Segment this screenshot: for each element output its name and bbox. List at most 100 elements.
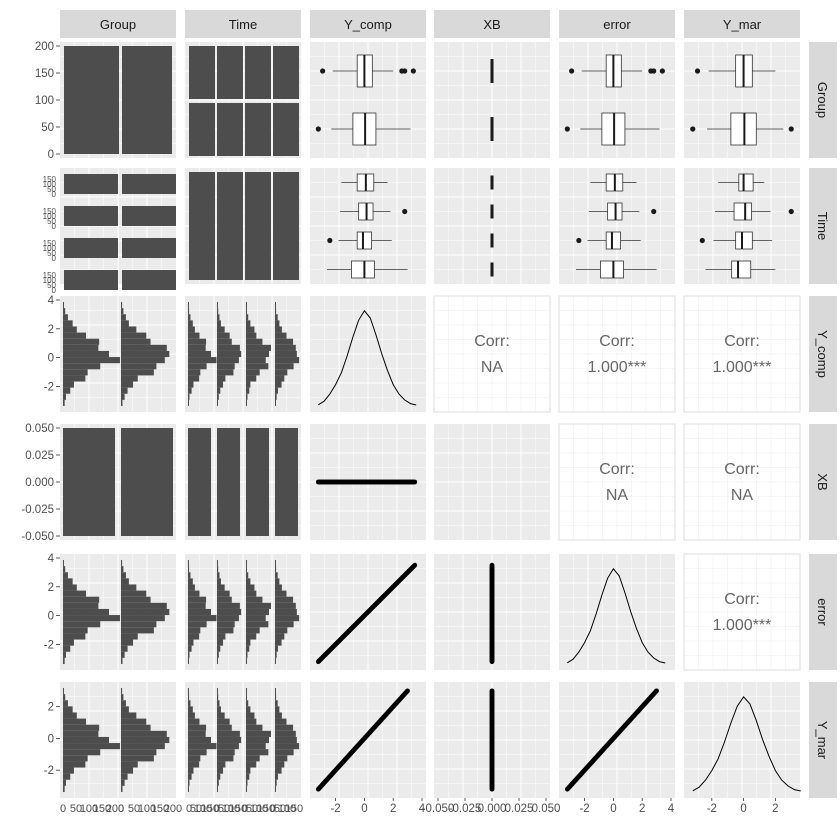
histogram-bar <box>275 700 278 707</box>
box <box>731 260 752 279</box>
histogram-bar <box>217 761 226 768</box>
strip-right-label: XB <box>815 473 830 490</box>
bar <box>245 46 271 99</box>
correlation-value: NA <box>481 359 504 376</box>
histogram-bar <box>246 590 257 597</box>
x-tick-label: 0 <box>214 803 220 815</box>
panel-Y_mar-Y_comp <box>310 682 426 798</box>
y-tick-label: -0.050 <box>21 531 54 543</box>
strip-right-label: Y_comp <box>815 330 830 378</box>
histogram-bar <box>121 308 124 315</box>
x-tick-label: 150 <box>285 803 303 815</box>
panel-Group-Group <box>60 42 176 158</box>
correlation-value: 1.000*** <box>588 359 647 376</box>
y-tick-label: 0 <box>52 254 57 263</box>
histogram-bar <box>121 560 123 567</box>
histogram-bar <box>246 700 249 707</box>
box <box>356 231 373 250</box>
x-tick-label: 100 <box>250 803 268 815</box>
correlation-value: 1.000*** <box>713 359 772 376</box>
histogram-bar <box>121 761 138 768</box>
histogram-bar <box>275 767 282 774</box>
strip-right-Y_comp <box>809 296 837 412</box>
panel-Group-XB <box>434 42 550 158</box>
histogram-bar <box>63 566 66 573</box>
outlier <box>564 126 570 132</box>
x-tick-label: 150 <box>93 803 111 815</box>
histogram-bar <box>275 615 300 622</box>
bar <box>245 103 271 156</box>
panel-XB-Group <box>60 424 176 540</box>
histogram-bar <box>217 399 218 406</box>
x-tick-label: 0 <box>242 803 248 815</box>
bar <box>64 46 119 154</box>
histogram-bar <box>121 633 138 640</box>
histogram-bar <box>246 785 247 792</box>
scatter-point <box>412 479 418 485</box>
histogram-bar <box>217 749 235 756</box>
x-tick-label: 2 <box>639 803 645 815</box>
histogram-bar <box>121 615 165 622</box>
histogram-bar <box>121 608 170 616</box>
scatter-point <box>489 688 495 694</box>
histogram-bar <box>246 393 248 400</box>
x-tick-label: 0 <box>610 803 616 815</box>
bar <box>217 428 240 536</box>
x-tick-label: 50 <box>274 803 286 815</box>
y-tick-label: 150 <box>35 68 54 80</box>
x-tick-label: 200 <box>106 803 124 815</box>
histogram-bar <box>275 712 282 719</box>
histogram-bar <box>63 627 88 634</box>
panel-Y_mar-Group <box>60 682 176 798</box>
bar <box>273 172 299 280</box>
histogram-bar <box>188 572 191 579</box>
panel-Y_comp-error: Corr: 1.000*** <box>558 295 676 413</box>
correlation-value: 1.000*** <box>713 617 772 634</box>
y-tick-label: 0 <box>52 286 57 295</box>
panel-Y_mar-Y_mar <box>684 682 801 798</box>
histogram-bar <box>63 344 99 351</box>
histogram-bar <box>246 749 269 756</box>
histogram-bar <box>188 566 190 573</box>
histogram-bar <box>63 657 65 664</box>
histogram-bar <box>121 363 157 370</box>
histogram-bar <box>121 779 125 786</box>
histogram-bar <box>63 338 100 345</box>
histogram-bar <box>246 621 269 628</box>
histogram-bar <box>188 718 200 725</box>
histogram-bar <box>121 749 157 756</box>
x-tick-label: 0 <box>118 803 124 815</box>
histogram-bar <box>217 633 226 640</box>
panel-Y_comp-XB: Corr: NA <box>433 295 551 413</box>
histogram-bar <box>217 724 232 731</box>
histogram-bar <box>188 363 207 370</box>
histogram-bar <box>121 326 137 333</box>
x-tick-label: 0.000 <box>478 803 507 815</box>
histogram-bar <box>275 694 277 701</box>
y-tick-label: 100 <box>43 244 57 253</box>
bar <box>121 428 173 536</box>
histogram-bar <box>188 608 212 616</box>
x-tick-label: 0 <box>60 803 66 815</box>
histogram-bar <box>63 730 99 737</box>
histogram-bar <box>63 608 110 616</box>
histogram-bar <box>188 785 189 792</box>
panel-Time-error <box>559 168 675 284</box>
histogram-bar <box>188 560 189 567</box>
histogram-bar <box>63 584 77 591</box>
panel-Y_mar-XB <box>434 682 550 798</box>
histogram-bar <box>188 688 189 695</box>
histogram-bar <box>246 718 257 725</box>
bar <box>122 174 176 194</box>
histogram-bar <box>63 615 120 622</box>
outlier <box>576 237 582 244</box>
histogram-bar <box>246 706 251 713</box>
histogram-bar <box>275 621 294 628</box>
histogram-bar <box>246 326 255 333</box>
correlation-value: NA <box>731 487 754 504</box>
histogram-bar <box>246 357 266 364</box>
bar <box>217 46 243 99</box>
histogram-bar <box>217 706 221 713</box>
histogram-bar <box>246 314 249 321</box>
